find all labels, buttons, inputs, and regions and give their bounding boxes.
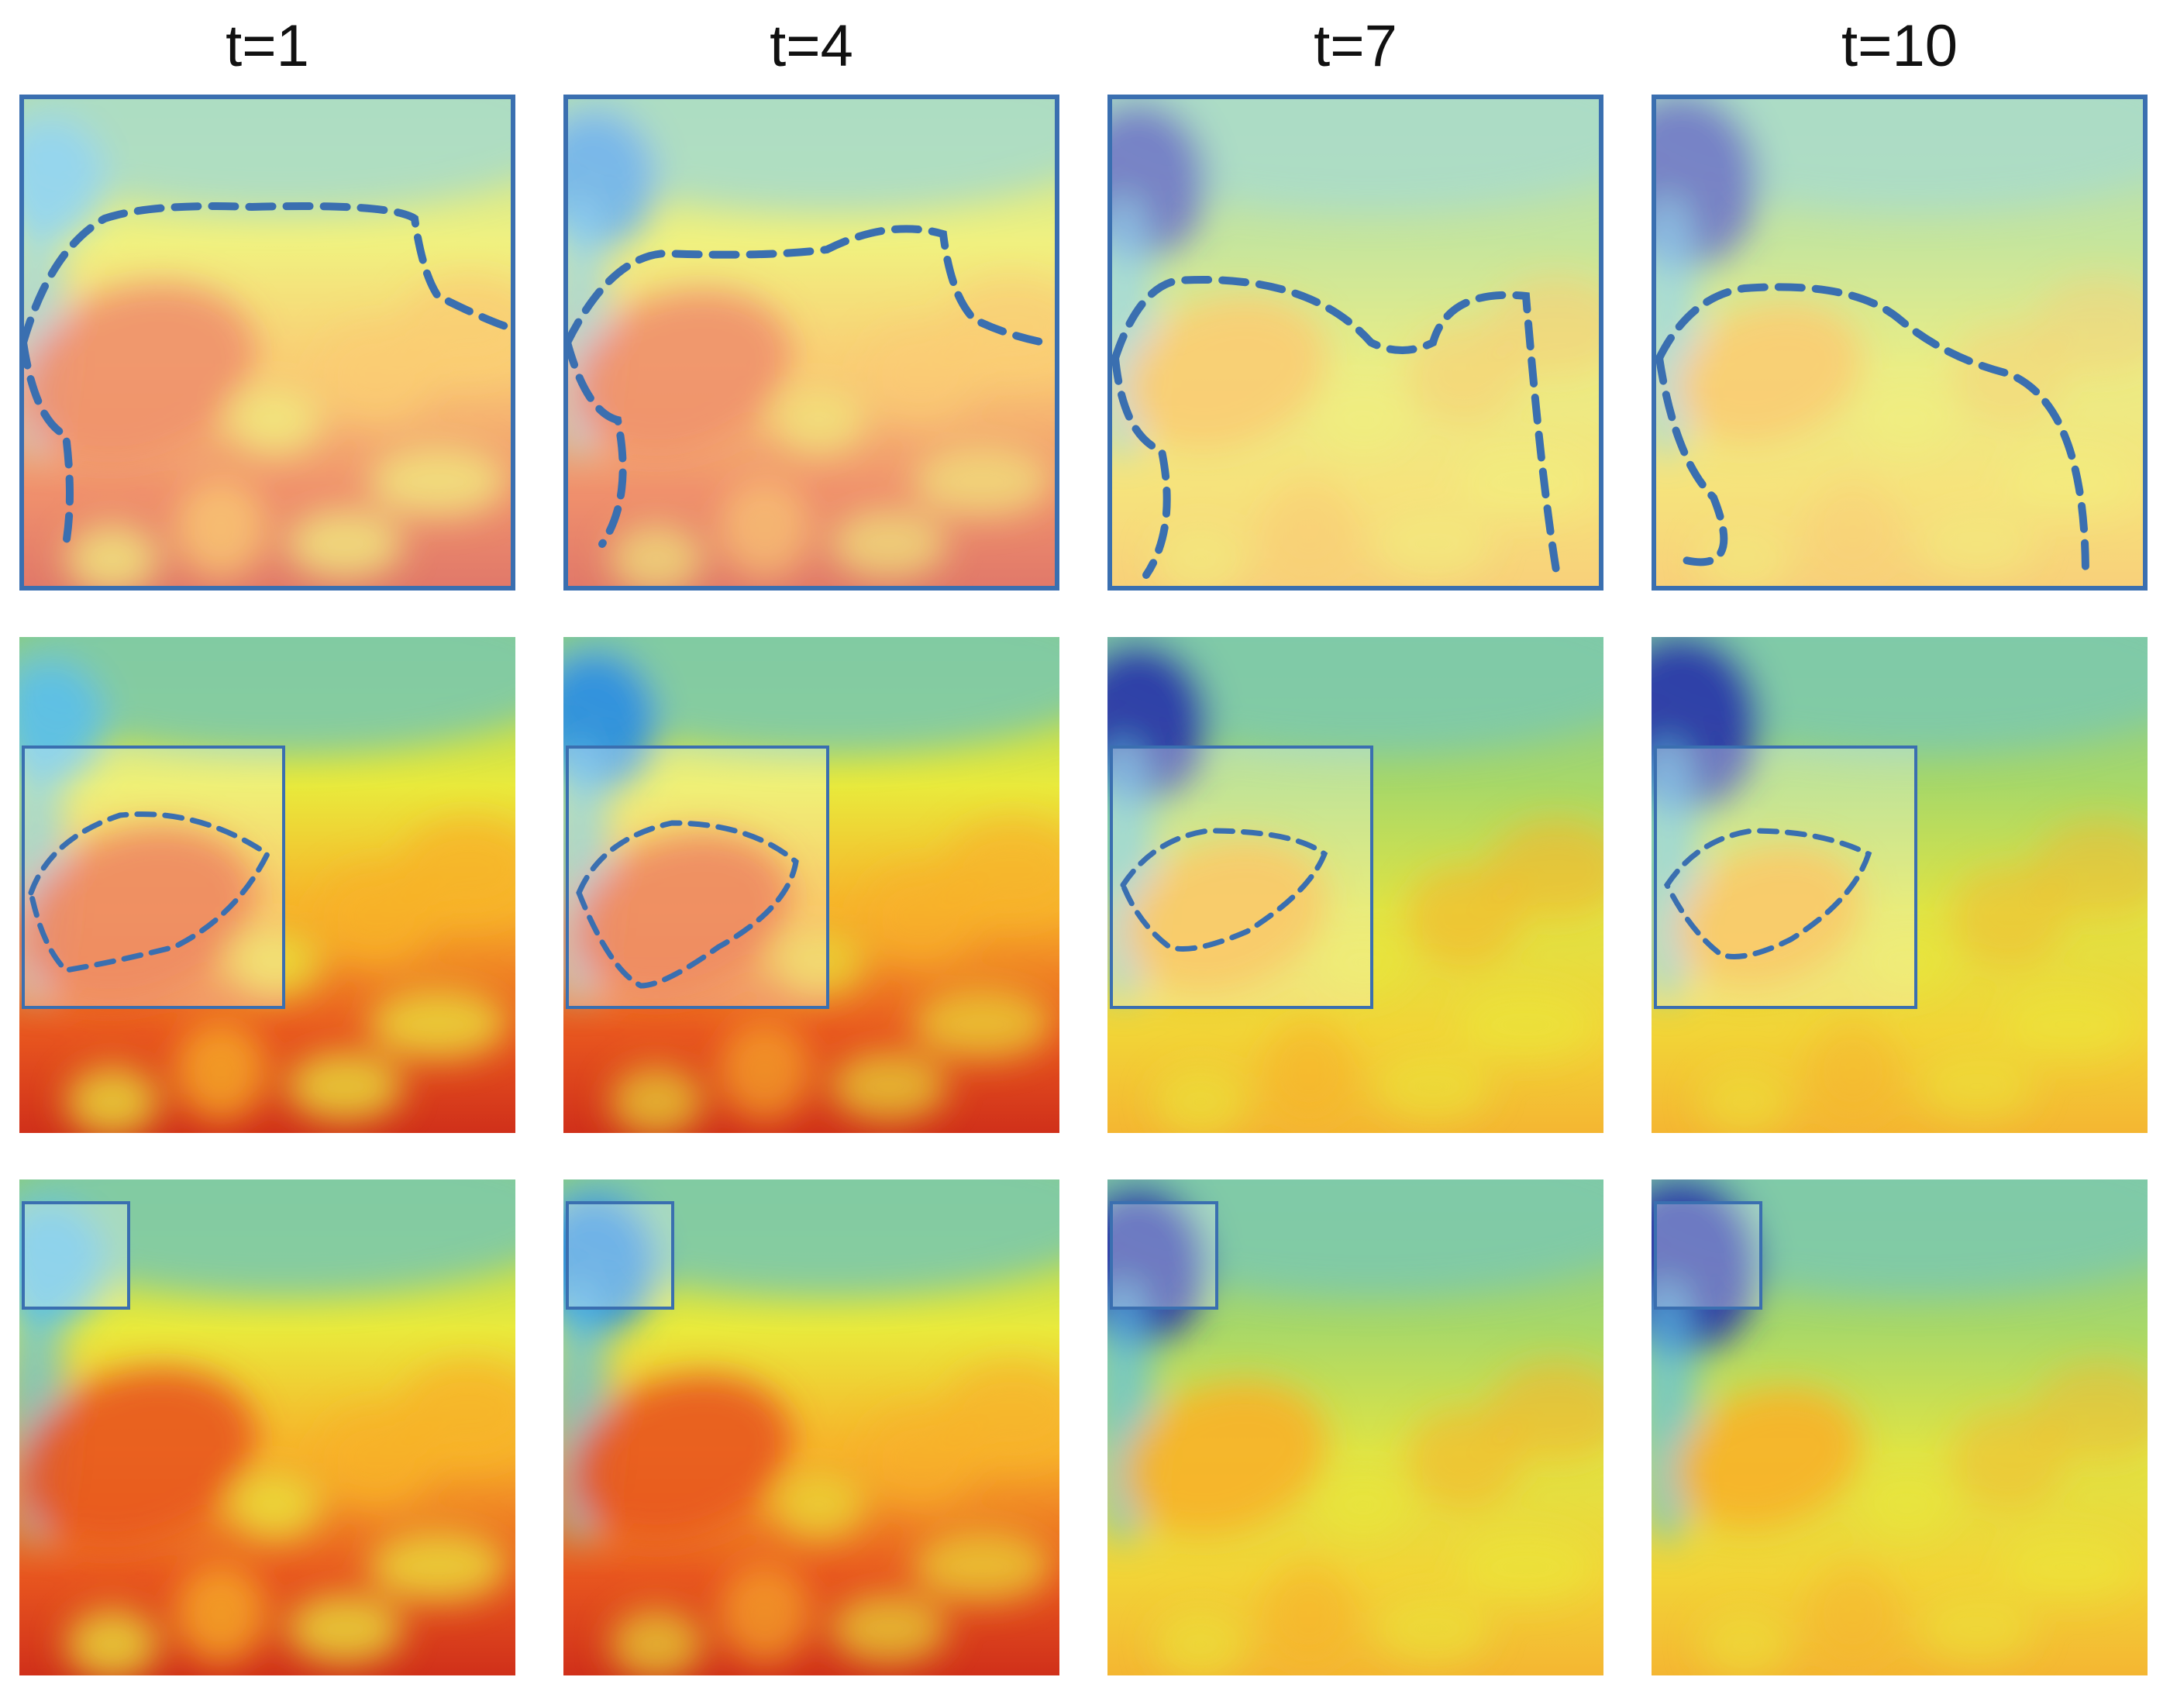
- highlight-overlay: [1107, 95, 1603, 591]
- roi-box: [1654, 1201, 1762, 1310]
- heatmap-blobs: [19, 637, 515, 1133]
- dashed-contour: [28, 811, 271, 973]
- roi-box: [1654, 746, 1917, 1009]
- highlight-overlay: [19, 95, 515, 591]
- roi-box: [22, 746, 285, 1009]
- heatmap-image: [19, 1179, 515, 1675]
- heatmap-blobs: [1652, 95, 2148, 591]
- heatmap-panel-r3-c2: [563, 1179, 1059, 1675]
- heatmap-blobs: [1107, 637, 1603, 1133]
- heatmap-panel-r2-c3: [1107, 637, 1603, 1133]
- heatmap-image: [563, 95, 1059, 591]
- heatmap-blobs: [1652, 1179, 2148, 1675]
- heatmap-panel-r3-c3: [1107, 1179, 1603, 1675]
- dashed-contour: [1655, 354, 1728, 566]
- heatmap-image: [1107, 1179, 1603, 1675]
- dashed-contour: [1655, 283, 2089, 579]
- heatmap-panel-r2-c4: [1652, 637, 2148, 1133]
- dashed-contour: [1111, 354, 1171, 579]
- heatmap-panel-r3-c1: [19, 1179, 515, 1675]
- heatmap-panel-r1-c3: [1107, 95, 1603, 591]
- panel-frame: [1107, 95, 1603, 591]
- dashed-contour: [576, 820, 799, 989]
- panel-frame: [1652, 95, 2148, 591]
- column-title-t10: t=10: [1841, 13, 1958, 79]
- heatmap-image: [1652, 637, 2148, 1133]
- column-title-t7: t=7: [1314, 13, 1397, 79]
- heatmap-blobs: [563, 637, 1059, 1133]
- heatmap-image: [19, 95, 515, 591]
- roi-box: [1110, 746, 1373, 1009]
- dashed-contour: [19, 202, 512, 346]
- heatmap-image: [1107, 95, 1603, 591]
- heatmap-panel-r3-c4: [1652, 1179, 2148, 1675]
- column-title-t1: t=1: [226, 13, 309, 79]
- dashed-contour: [19, 339, 74, 548]
- heatmap-panel-r1-c2: [563, 95, 1059, 591]
- heatmap-blobs: [1107, 95, 1603, 591]
- highlight-overlay: [1652, 95, 2148, 591]
- heatmap-panel-r2-c2: [563, 637, 1059, 1133]
- column-title-t4: t=4: [770, 13, 853, 79]
- heatmap-blobs: [563, 1179, 1059, 1675]
- heatmap-blobs: [19, 1179, 515, 1675]
- dashed-contour: [1111, 276, 1561, 579]
- dashed-contour: [563, 225, 1048, 346]
- heatmap-blobs: [19, 95, 515, 591]
- heatmap-image: [1652, 95, 2148, 591]
- roi-box: [22, 1201, 130, 1310]
- heatmap-image: [19, 637, 515, 1133]
- heatmap-image: [1652, 1179, 2148, 1675]
- heatmap-blobs: [563, 95, 1059, 591]
- heatmap-panel-r1-c1: [19, 95, 515, 591]
- heatmap-image: [563, 637, 1059, 1133]
- heatmap-panel-r2-c1: [19, 637, 515, 1133]
- heatmap-blobs: [1652, 637, 2148, 1133]
- dashed-contour: [563, 339, 627, 548]
- roi-box: [566, 746, 829, 1009]
- dashed-contour: [1120, 828, 1328, 952]
- roi-box: [1110, 1201, 1218, 1310]
- heatmap-image: [1107, 637, 1603, 1133]
- heatmap-image: [563, 1179, 1059, 1675]
- dashed-contour: [1663, 828, 1872, 959]
- heatmap-panel-r1-c4: [1652, 95, 2148, 591]
- roi-box: [566, 1201, 674, 1310]
- highlight-overlay: [563, 95, 1059, 591]
- heatmap-blobs: [1107, 1179, 1603, 1675]
